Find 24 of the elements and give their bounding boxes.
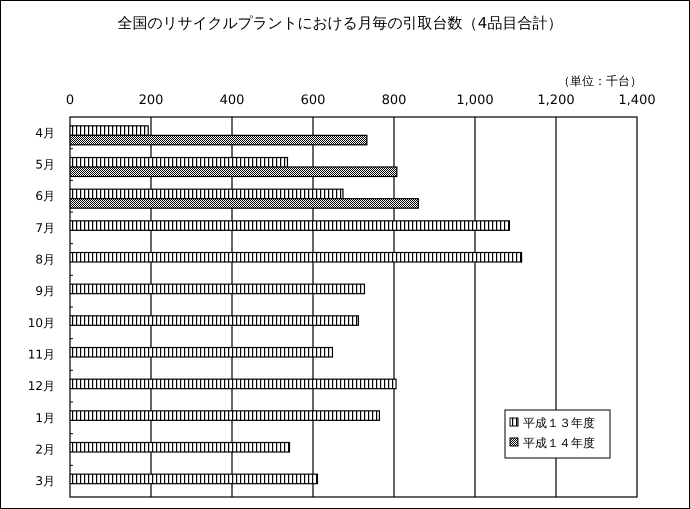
- y-tick-label: 10月: [28, 316, 55, 330]
- chart-title: 全国のリサイクルプラントにおける月毎の引取台数（4品目合計）: [118, 14, 562, 32]
- y-tick-label: 5月: [35, 158, 55, 172]
- x-tick-label: 1,000: [456, 93, 494, 108]
- x-tick-label: 1,200: [537, 93, 575, 108]
- y-tick-label: 12月: [28, 379, 55, 394]
- y-tick-label: 6月: [35, 189, 55, 204]
- x-tick-label: 600: [300, 93, 326, 108]
- legend-label: 平成１４年度: [523, 436, 595, 450]
- y-tick-label: 2月: [35, 442, 55, 456]
- y-tick-label: 9月: [35, 284, 55, 298]
- text: （単位：千台）: [558, 74, 642, 88]
- x-tick-label: 800: [382, 93, 406, 108]
- x-tick-label: 400: [220, 93, 244, 108]
- y-tick-label: 7月: [35, 220, 55, 235]
- y-tick-label: 4月: [35, 126, 55, 140]
- x-tick-label: 200: [138, 93, 164, 108]
- legend-label: 平成１３年度: [523, 416, 595, 430]
- y-tick-label: 1月: [35, 410, 55, 425]
- y-tick-label: 8月: [35, 252, 55, 266]
- x-tick-label: 0: [66, 93, 74, 108]
- y-tick-label: 3月: [35, 474, 55, 488]
- x-tick-label: 1,400: [618, 93, 656, 108]
- y-tick-label: 11月: [28, 348, 55, 362]
